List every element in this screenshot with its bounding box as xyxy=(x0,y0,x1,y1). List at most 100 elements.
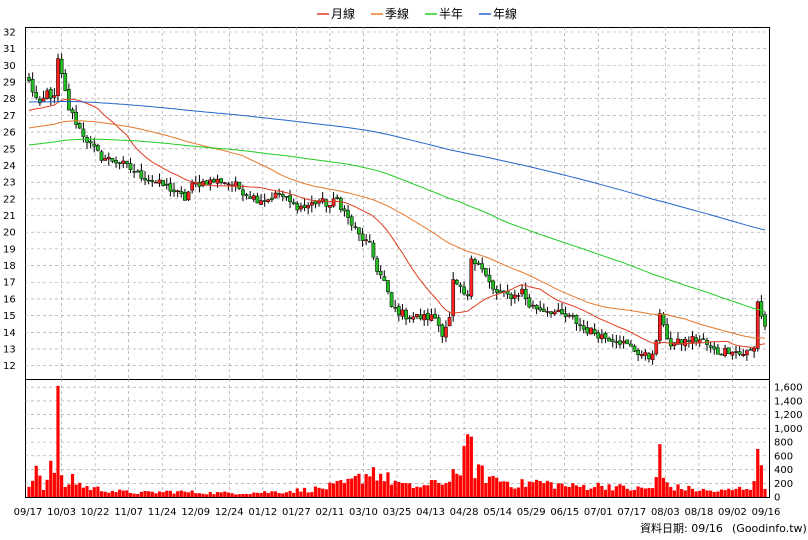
candle-body xyxy=(357,227,361,235)
volume-bar xyxy=(701,488,705,497)
volume-bar xyxy=(154,493,158,497)
candle-body xyxy=(407,317,412,319)
candle-body xyxy=(694,337,698,342)
candle-body xyxy=(545,311,550,313)
volume-bar xyxy=(487,476,492,497)
candle-body xyxy=(440,324,445,337)
candle-body xyxy=(309,202,314,206)
candle-body xyxy=(422,314,427,321)
volume-bar xyxy=(513,488,517,497)
volume-bar xyxy=(248,494,252,497)
date-tick-label: 05/14 xyxy=(483,507,512,518)
ma-line-1 xyxy=(28,120,766,339)
volume-bar xyxy=(45,479,49,497)
candle-body xyxy=(367,241,372,243)
candle-body xyxy=(335,196,340,199)
candle-body xyxy=(353,226,358,228)
candle-body xyxy=(342,208,347,212)
volume-panel: 0 200 400 600 800 1,000 1,200 1,400 1,600 xyxy=(25,379,803,504)
candle-body xyxy=(552,311,557,315)
volume-bar xyxy=(107,492,111,497)
candle-body xyxy=(201,181,205,186)
volume-bar xyxy=(495,477,499,497)
candle-body xyxy=(45,90,49,99)
volume-bar xyxy=(444,483,448,497)
candle-body xyxy=(404,309,408,320)
volume-bar xyxy=(451,469,455,497)
volume-bar xyxy=(234,494,238,497)
volume-bar xyxy=(143,491,147,497)
volume-bar xyxy=(183,491,187,497)
candle-body xyxy=(668,338,673,347)
volume-bar xyxy=(67,484,71,497)
candle-body xyxy=(465,294,470,297)
volume-bar xyxy=(534,479,539,497)
candle-body xyxy=(639,353,644,357)
volume-tick-label: 600 xyxy=(774,451,793,462)
volume-bar xyxy=(263,491,267,497)
volume-bar xyxy=(625,488,629,497)
volume-bar xyxy=(52,472,56,497)
candle-body xyxy=(748,349,753,351)
volume-bar xyxy=(60,475,64,497)
candle-body xyxy=(63,73,68,91)
candle-body xyxy=(38,98,42,104)
candle-body xyxy=(418,314,423,320)
candle-body xyxy=(146,179,151,182)
volume-bar xyxy=(63,486,67,497)
candle-body xyxy=(672,342,677,347)
volume-bar xyxy=(476,464,481,497)
candle-body xyxy=(687,340,691,342)
date-tick-label: 10/03 xyxy=(47,507,76,518)
candle-body xyxy=(284,196,289,198)
candle-body xyxy=(280,193,285,197)
candle-body xyxy=(719,353,724,356)
candle-body xyxy=(85,137,89,143)
volume-bar xyxy=(745,489,749,497)
legend-label-2: 半年 xyxy=(439,7,463,21)
candle-body xyxy=(509,294,514,299)
candle-body xyxy=(291,201,296,205)
volume-bar xyxy=(328,482,332,497)
price-tick-label: 13 xyxy=(3,344,16,355)
price-tick-label: 27 xyxy=(3,111,16,122)
candle-body xyxy=(241,189,245,196)
candle-body xyxy=(603,332,608,339)
volume-bar xyxy=(103,491,107,497)
date-tick-label: 10/22 xyxy=(81,507,110,518)
volume-bar xyxy=(408,483,412,497)
candle-body xyxy=(708,345,713,348)
candle-body xyxy=(96,145,100,151)
volume-bar xyxy=(462,446,466,497)
candle-body xyxy=(248,196,253,199)
candle-body xyxy=(139,170,144,179)
candle-body xyxy=(458,284,463,287)
volume-bar xyxy=(132,493,136,497)
volume-bar xyxy=(208,491,212,497)
volume-bar xyxy=(292,492,296,497)
volume-bar xyxy=(364,474,368,497)
date-tick-label: 11/24 xyxy=(148,507,177,518)
date-tick-label: 09/17 xyxy=(14,507,43,518)
volume-bar xyxy=(426,485,430,497)
candle-body xyxy=(70,109,75,114)
candle-body xyxy=(737,351,742,355)
candle-body xyxy=(596,332,601,339)
date-tick-label: 03/10 xyxy=(349,507,378,518)
date-axis: 09/17 10/03 10/22 11/07 11/24 12/09 12/24 01/12… xyxy=(14,507,781,518)
volume-bar xyxy=(458,475,463,497)
candle-body xyxy=(476,262,481,265)
candle-body xyxy=(302,204,307,208)
candle-body xyxy=(288,195,292,202)
price-tick-label: 23 xyxy=(3,178,16,189)
volume-bar xyxy=(81,487,85,497)
volume-tick-label: 0 xyxy=(774,493,780,504)
volume-bar xyxy=(661,477,666,497)
candle-body xyxy=(454,279,459,285)
price-tick-label: 29 xyxy=(3,78,16,89)
volume-bar xyxy=(194,493,198,497)
volume-bar xyxy=(680,489,684,497)
volume-bar xyxy=(302,487,307,497)
candle-body xyxy=(172,189,176,193)
candle-body xyxy=(483,268,488,276)
